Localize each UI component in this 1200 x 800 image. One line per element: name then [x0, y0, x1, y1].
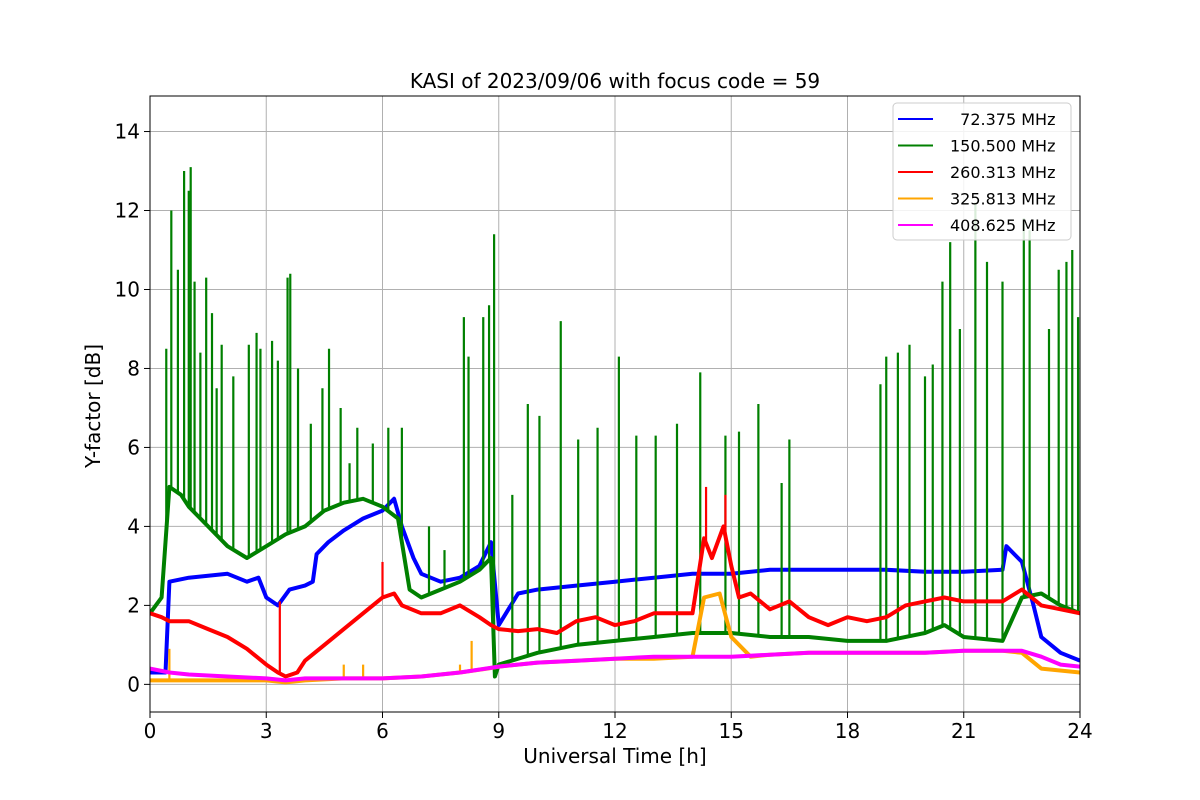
y-tick-label: 6: [127, 435, 140, 459]
series-lines: [150, 167, 1080, 685]
legend: 72.375 MHz 150.500 MHz 260.313 MHz 325.813 …: [892, 102, 1072, 241]
x-tick-label: 24: [1067, 719, 1092, 743]
series-1: [150, 167, 1080, 679]
x-tick-label: 9: [492, 719, 505, 743]
x-tick-label: 15: [719, 719, 744, 743]
legend-box: [892, 102, 1072, 241]
legend-label: 150.500 MHz: [950, 137, 1055, 156]
x-tick-label: 6: [376, 719, 389, 743]
series-2: [150, 486, 1080, 679]
x-tick-label: 0: [144, 719, 157, 743]
x-tick-label: 3: [260, 719, 273, 743]
y-tick-label: 12: [115, 199, 140, 223]
y-tick-label: 4: [127, 514, 140, 538]
y-tick-label: 0: [127, 672, 140, 696]
series-line: [150, 648, 1080, 683]
legend-label: 72.375 MHz: [950, 110, 1055, 129]
legend-label: 408.625 MHz: [950, 216, 1055, 235]
x-tick-label: 21: [951, 719, 976, 743]
legend-label: 260.313 MHz: [950, 163, 1055, 182]
series-line: [150, 496, 1080, 675]
series-line: [150, 524, 1080, 679]
y-axis-label: Y-factor [dB]: [81, 344, 105, 469]
y-tick-label: 8: [127, 356, 140, 380]
x-tick-label: 18: [835, 719, 860, 743]
y-tick-label: 2: [127, 593, 140, 617]
series-4: [150, 648, 1080, 683]
series-line: [150, 484, 1080, 679]
x-tick-label: 12: [602, 719, 627, 743]
chart-title: KASI of 2023/09/06 with focus code = 59: [410, 69, 820, 93]
legend-label: 325.813 MHz: [950, 190, 1055, 209]
y-tick-label: 14: [115, 120, 140, 144]
x-axis-label: Universal Time [h]: [523, 744, 706, 768]
series-0: [150, 496, 1080, 675]
y-tick-label: 10: [115, 277, 140, 301]
